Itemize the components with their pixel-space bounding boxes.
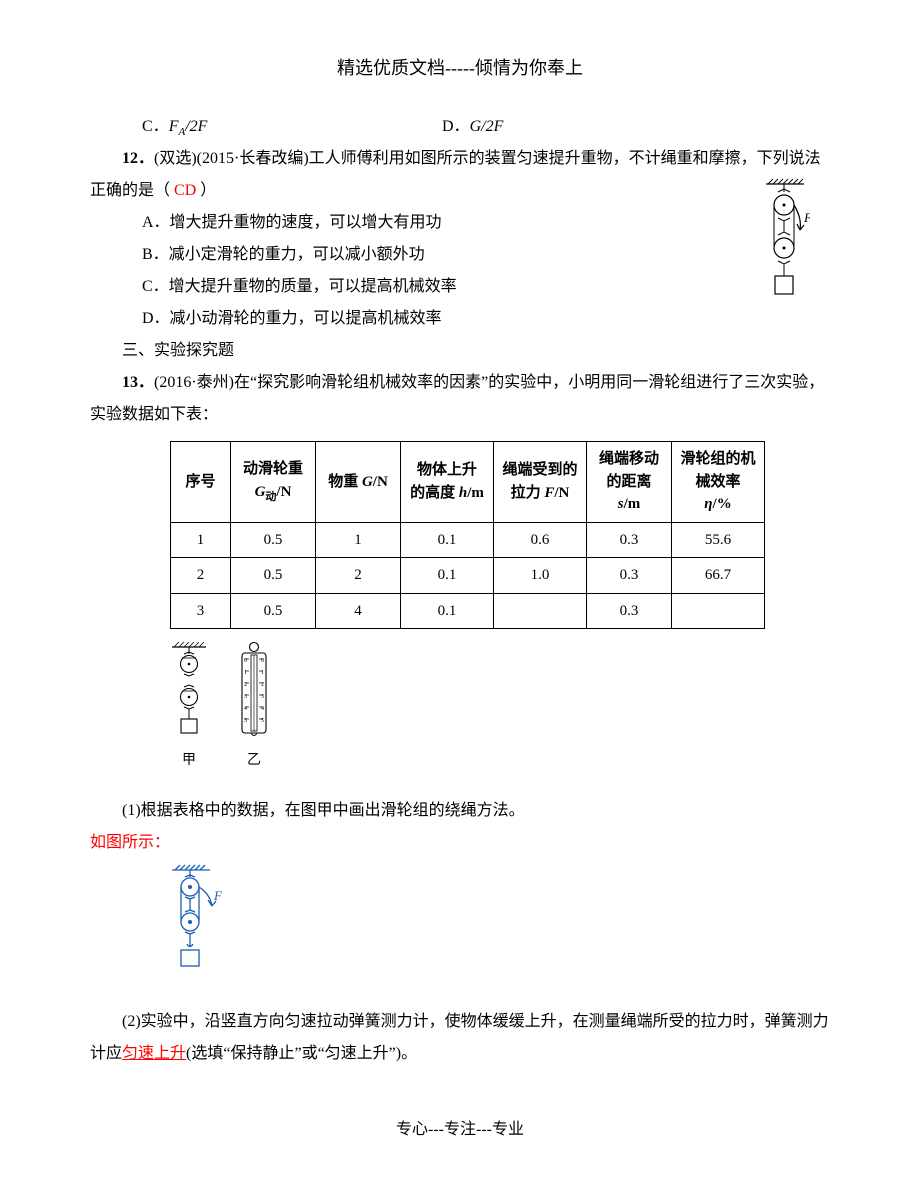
q12-option-b: B．减小定滑轮的重力，可以减小额外功 xyxy=(142,239,830,271)
diagram-row: 甲 00 11 22 33 44 55 乙 xyxy=(90,641,830,770)
svg-text:5: 5 xyxy=(244,718,247,724)
svg-text:0: 0 xyxy=(244,658,247,664)
page-header: 精选优质文档-----倾情为你奉上 xyxy=(90,50,830,86)
q12-option-d: D．减小动滑轮的重力，可以提高机械效率 xyxy=(142,303,830,335)
th-2: 物重 G/N xyxy=(316,442,401,523)
option-c: C．FA/2F xyxy=(142,111,442,143)
option-d: D．G/2F xyxy=(442,111,503,143)
q13-sub2-part2: (选填“保持静止”或“匀速上升”)。 xyxy=(186,1045,417,1062)
q13-sub1: (1)根据表格中的数据，在图甲中画出滑轮组的绕绳方法。 xyxy=(90,795,830,827)
svg-text:4: 4 xyxy=(261,706,264,712)
svg-text:F: F xyxy=(803,210,810,225)
th-5: 绳端移动的距离s/m xyxy=(587,442,672,523)
svg-text:3: 3 xyxy=(261,694,264,700)
q12-option-a: A．增大提升重物的速度，可以增大有用功 xyxy=(142,207,830,239)
q13-sub2-answer: 匀速上升 xyxy=(122,1045,186,1062)
q12-number: 12． xyxy=(122,150,154,167)
table-row: 20.520.11.00.366.7 xyxy=(171,558,765,594)
svg-text:0: 0 xyxy=(261,658,264,664)
svg-text:3: 3 xyxy=(244,694,247,700)
th-0: 序号 xyxy=(171,442,231,523)
diagram-yi: 00 11 22 33 44 55 乙 xyxy=(236,641,272,770)
svg-text:4: 4 xyxy=(244,706,247,712)
svg-text:2: 2 xyxy=(261,682,264,688)
svg-text:F: F xyxy=(213,888,223,903)
th-3: 物体上升的高度 h/m xyxy=(401,442,494,523)
options-line-cd: C．FA/2F D．G/2F xyxy=(90,111,830,143)
th-1: 动滑轮重G动/N xyxy=(231,442,316,523)
question-12: 12．(双选)(2015·长春改编)工人师傅利用如图所示的装置匀速提升重物，不计… xyxy=(90,143,830,335)
page-footer: 专心---专注---专业 xyxy=(0,1114,920,1146)
q12-stem-part2: ） xyxy=(196,182,216,199)
svg-text:5: 5 xyxy=(261,718,264,724)
svg-text:1: 1 xyxy=(261,670,264,676)
th-6: 滑轮组的机械效率 η/% xyxy=(672,442,765,523)
section-3-title: 三、实验探究题 xyxy=(90,335,830,367)
q13-stem-text: (2016·泰州)在“探究影响滑轮组机械效率的因素”的实验中，小明用同一滑轮组进… xyxy=(90,374,824,423)
q12-option-c: C．增大提升重物的质量，可以提高机械效率 xyxy=(142,271,830,303)
svg-text:1: 1 xyxy=(244,670,247,676)
pulley-diagram-right: F xyxy=(760,178,810,308)
q13-sub2: (2)实验中，沿竖直方向匀速拉动弹簧测力计，使物体缓缓上升，在测量绳端所受的拉力… xyxy=(90,1006,830,1070)
diagram-jia: 甲 xyxy=(170,641,208,770)
q13-number: 13． xyxy=(122,374,154,391)
q13-answer-label: 如图所示： xyxy=(90,827,830,859)
experiment-table: 序号 动滑轮重G动/N 物重 G/N 物体上升的高度 h/m 绳端受到的拉力 F… xyxy=(170,441,765,629)
table-row: 10.510.10.60.355.6 xyxy=(171,522,765,558)
table-row: 30.540.10.3 xyxy=(171,593,765,629)
th-4: 绳端受到的拉力 F/N xyxy=(494,442,587,523)
svg-text:2: 2 xyxy=(244,682,247,688)
answer-diagram: F xyxy=(90,864,830,991)
q12-answer: CD xyxy=(174,182,196,199)
question-13-stem: 13．(2016·泰州)在“探究影响滑轮组机械效率的因素”的实验中，小明用同一滑… xyxy=(90,367,830,431)
